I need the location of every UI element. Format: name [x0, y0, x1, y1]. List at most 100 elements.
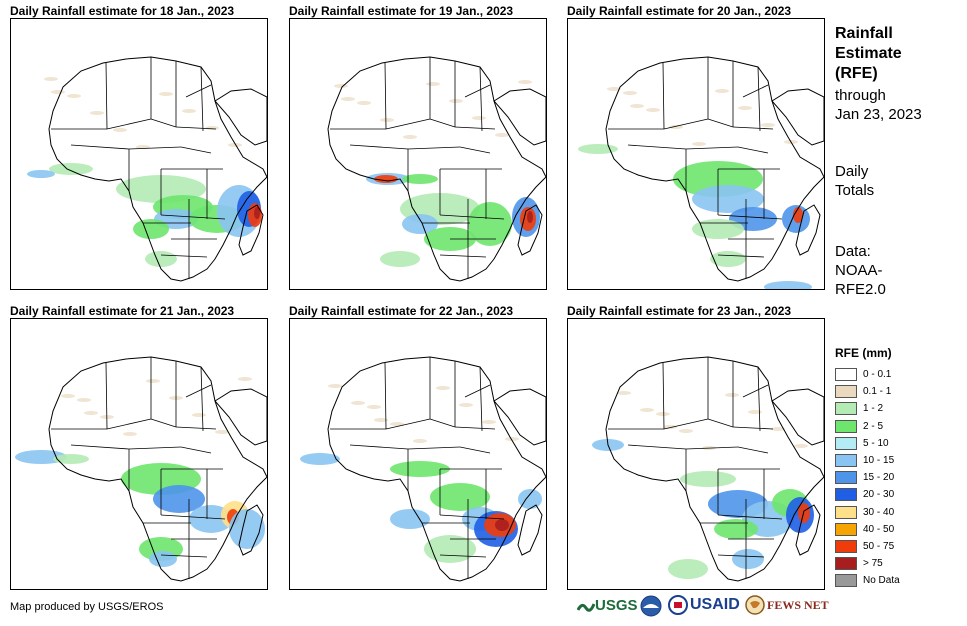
usaid-logo-text: USAID: [690, 596, 740, 613]
arabia-outline: [493, 388, 546, 446]
country-border: [454, 126, 496, 130]
map-panel-20-jan: [567, 18, 825, 290]
country-border: [150, 118, 177, 128]
usgs-logo: USGS: [577, 597, 638, 614]
title-line: Estimate: [835, 45, 902, 62]
country-border: [717, 254, 765, 258]
rainfall-area: [578, 144, 618, 154]
rainfall-area: [153, 485, 205, 513]
country-border: [160, 514, 226, 520]
country-border: [407, 446, 461, 450]
legend-row: 10 - 15: [835, 452, 900, 469]
drizzle-speckle: [495, 133, 509, 137]
country-border: [479, 366, 483, 432]
drizzle-speckle: [123, 432, 137, 436]
map-svg: [592, 356, 824, 582]
noaa-logo: [640, 595, 662, 617]
rainfall-area: [468, 202, 512, 246]
rainfall-area: [764, 281, 812, 289]
legend-row: 40 - 50: [835, 521, 900, 538]
drizzle-speckle: [669, 125, 683, 129]
data-line: NOAA-: [835, 262, 883, 279]
rainfall-area: [49, 163, 93, 175]
legend-label: 5 - 10: [863, 437, 889, 449]
data-line: Data:: [835, 243, 871, 260]
country-border: [429, 418, 456, 428]
country-border: [185, 84, 212, 98]
drizzle-speckle: [623, 91, 637, 95]
drizzle-speckle: [367, 405, 381, 409]
fews-net-globe-icon: [745, 595, 765, 615]
drizzle-speckle: [238, 377, 252, 381]
country-border: [385, 118, 431, 130]
drizzle-speckle: [505, 437, 519, 441]
country-border: [662, 62, 665, 130]
country-border: [685, 146, 739, 150]
rainfall-area: [732, 549, 764, 569]
country-border: [732, 426, 774, 430]
africa-outline: [48, 356, 267, 582]
rainfall-area: [430, 483, 490, 511]
drizzle-speckle: [518, 80, 532, 84]
map-panel-22-jan: [289, 318, 547, 590]
country-border: [439, 254, 487, 258]
map-svg: [578, 56, 824, 289]
rainfall-area: [518, 489, 542, 509]
usaid-logo: USAID: [668, 595, 740, 615]
legend-title: RFE (mm): [835, 346, 892, 360]
country-border: [737, 446, 769, 454]
rainfall-area: [27, 170, 55, 178]
drizzle-speckle: [374, 418, 388, 422]
madagascar-outline: [795, 504, 821, 556]
country-border: [175, 126, 217, 130]
drizzle-speckle: [215, 430, 229, 434]
arabia-outline: [771, 88, 824, 146]
country-border: [160, 554, 208, 558]
drizzle-speckle: [84, 411, 98, 415]
legend-label: 2 - 5: [863, 420, 884, 432]
country-border: [717, 214, 783, 220]
drizzle-speckle: [738, 106, 752, 110]
map-panel-18-jan: [10, 18, 268, 290]
drizzle-speckle: [482, 420, 496, 424]
drizzle-speckle: [607, 87, 621, 91]
drizzle-speckle: [679, 429, 693, 433]
country-border: [627, 144, 687, 150]
country-border: [757, 66, 761, 132]
rainfall-area: [527, 211, 533, 223]
country-border: [757, 366, 761, 432]
africa-outline: [605, 356, 824, 582]
map-svg: [15, 356, 267, 582]
rainfall-area: [680, 471, 736, 487]
legend-row: 50 - 75: [835, 538, 900, 555]
panel-title-19-jan: Daily Rainfall estimate for 19 Jan., 202…: [289, 4, 514, 18]
country-border: [707, 418, 734, 428]
fews-net-logo: FEWS NET: [745, 595, 829, 615]
panel-title-22-jan: Daily Rainfall estimate for 22 Jan., 202…: [289, 304, 514, 318]
arabia-outline: [493, 88, 546, 146]
panel-title-18-jan: Daily Rainfall estimate for 18 Jan., 202…: [10, 4, 235, 18]
drizzle-speckle: [390, 422, 404, 426]
drizzle-speckle: [748, 410, 762, 414]
drizzle-speckle: [646, 108, 660, 112]
drizzle-speckle: [351, 401, 365, 405]
rainfall-area: [300, 453, 340, 465]
legend-swatch: [835, 488, 857, 502]
country-border: [384, 62, 387, 130]
country-border: [175, 426, 217, 430]
country-border: [349, 444, 409, 450]
legend-row: > 75: [835, 555, 900, 572]
legend-label: 15 - 20: [863, 472, 895, 484]
rainfall-area: [145, 251, 177, 267]
drizzle-speckle: [90, 111, 104, 115]
legend-row: 5 - 10: [835, 435, 900, 452]
legend-swatch: [835, 368, 857, 382]
arabia-outline: [214, 388, 267, 446]
country-border: [407, 146, 461, 150]
rainfall-area: [714, 519, 758, 539]
legend-label: 40 - 50: [863, 523, 895, 535]
legend-label: 50 - 75: [863, 540, 895, 552]
drizzle-speckle: [44, 77, 58, 81]
legend-row: No Data: [835, 572, 900, 589]
country-border: [200, 366, 204, 432]
